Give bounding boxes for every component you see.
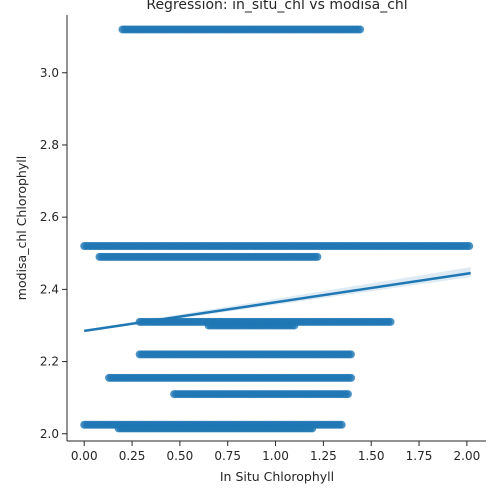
scatter-point <box>347 373 356 382</box>
y-tick-label: 2.4 <box>40 282 59 296</box>
point-band <box>95 252 322 261</box>
y-tick-label: 2.6 <box>40 210 59 224</box>
point-band <box>80 242 474 251</box>
point-band <box>105 373 356 382</box>
point-band <box>118 25 365 34</box>
x-tick-label: 0.75 <box>214 449 241 463</box>
scatter-point <box>337 420 346 429</box>
x-axis-label: In Situ Chlorophyll <box>220 469 334 484</box>
scatter-point <box>313 252 322 261</box>
regression-line <box>84 271 471 333</box>
scatter-point <box>308 424 317 433</box>
y-axis-ticks: 2.0 2.2 2.4 2.6 2.8 3.0 <box>40 66 67 441</box>
point-band <box>170 390 352 399</box>
y-axis-label: modisa_chl Chlorophyll <box>14 156 29 300</box>
scatter-point <box>465 242 474 251</box>
scatter-point <box>290 321 299 330</box>
y-tick-label: 2.8 <box>40 138 59 152</box>
scatter-point <box>386 317 395 326</box>
y-tick-label: 2.0 <box>40 427 59 441</box>
x-axis-ticks: 0.00 0.25 0.50 0.75 1.00 1.25 1.50 1.75 2.00 <box>71 441 480 463</box>
point-band <box>204 321 299 330</box>
x-tick-label: 1.75 <box>406 449 433 463</box>
x-tick-label: 0.25 <box>119 449 146 463</box>
scatter-point <box>346 350 355 359</box>
x-tick-label: 1.50 <box>358 449 385 463</box>
scatter-point <box>343 390 352 399</box>
scatter-point <box>356 25 365 34</box>
x-tick-label: 2.00 <box>454 449 481 463</box>
axes <box>66 15 486 442</box>
y-tick-label: 3.0 <box>40 66 59 80</box>
x-tick-label: 0.00 <box>71 449 98 463</box>
x-tick-label: 0.50 <box>167 449 194 463</box>
chart-title: Regression: in_situ_chl vs modisa_chl <box>146 0 407 13</box>
point-band <box>135 350 355 359</box>
x-tick-label: 1.00 <box>262 449 289 463</box>
x-tick-label: 1.25 <box>310 449 337 463</box>
scatter-points <box>80 25 474 433</box>
point-band <box>114 424 317 433</box>
regression-line-group <box>84 271 471 333</box>
y-tick-label: 2.2 <box>40 355 59 369</box>
